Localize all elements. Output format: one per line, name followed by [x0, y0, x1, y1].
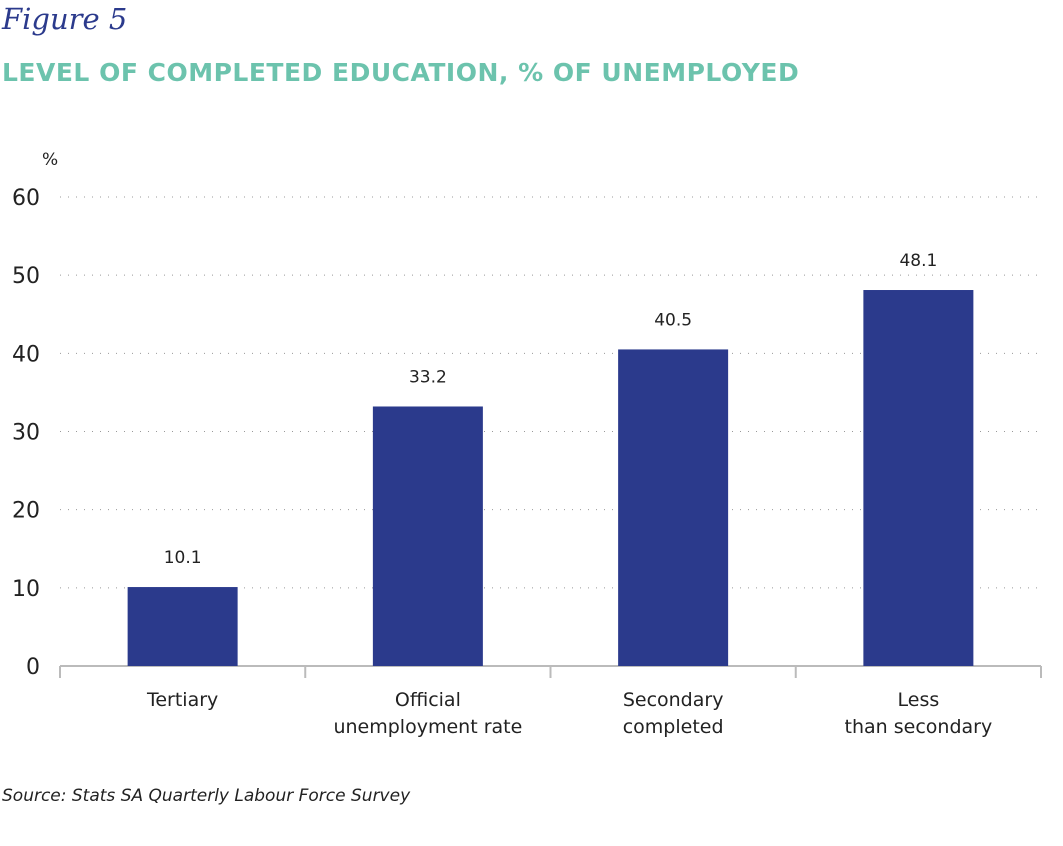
data-label: 40.5: [654, 310, 692, 330]
x-tick-label: Tertiary: [146, 689, 218, 711]
x-tick-label: unemployment rate: [333, 716, 522, 738]
x-tick-label: Secondary: [623, 689, 724, 711]
x-tick-label: Less: [898, 689, 940, 711]
bar: [863, 290, 974, 666]
bar: [127, 587, 238, 666]
y-tick-label: 20: [12, 499, 40, 524]
data-label: 10.1: [164, 548, 202, 568]
y-axis-label: %: [42, 150, 58, 170]
y-tick-label: 30: [12, 421, 40, 446]
y-tick-label: 60: [12, 186, 40, 211]
bar: [618, 349, 729, 666]
data-label: 33.2: [409, 367, 447, 387]
x-tick-label: than secondary: [845, 716, 993, 738]
y-tick-label: 0: [26, 655, 40, 680]
x-tick-label: completed: [623, 716, 724, 738]
bar: [372, 406, 483, 666]
figure-label: Figure 5: [2, 2, 128, 36]
y-tick-label: 40: [12, 342, 40, 367]
y-tick-label: 50: [12, 264, 40, 289]
data-label: 48.1: [899, 251, 937, 271]
x-tick-label: Official: [395, 689, 461, 711]
chart-title: LEVEL OF COMPLETED EDUCATION, % OF UNEMP…: [2, 58, 800, 87]
y-tick-label: 10: [12, 577, 40, 602]
source-note: Source: Stats SA Quarterly Labour Force …: [2, 786, 411, 806]
